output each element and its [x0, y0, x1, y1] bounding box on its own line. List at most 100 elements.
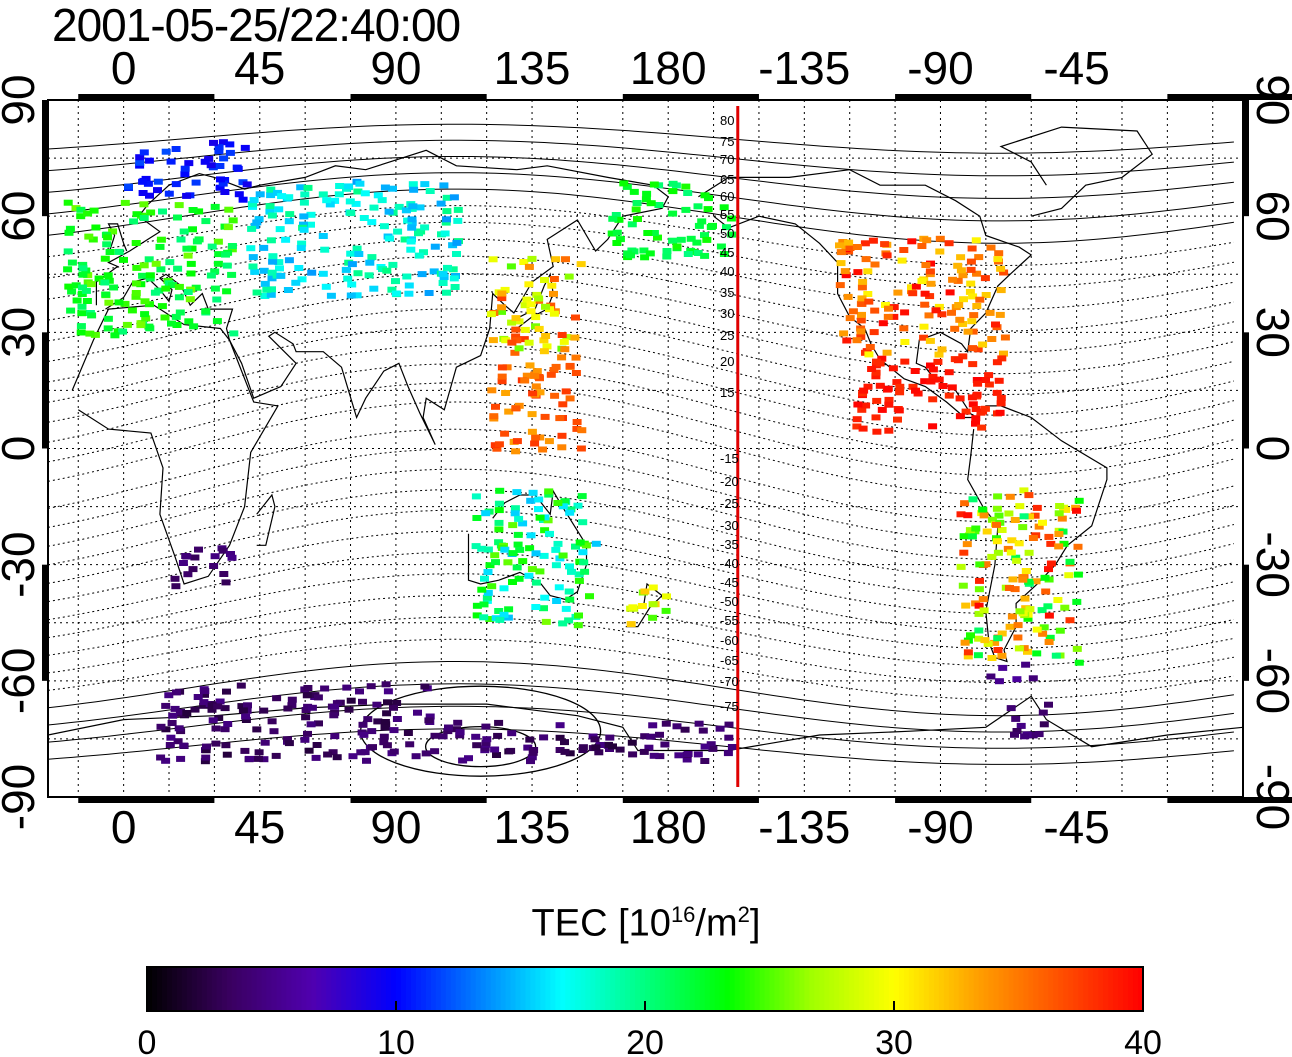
tec-cell	[938, 383, 948, 389]
tec-cell	[615, 746, 625, 753]
tec-cell	[489, 413, 499, 420]
tec-cell	[995, 409, 1005, 416]
tec-cell	[443, 264, 452, 271]
tec-cell	[863, 291, 873, 297]
tec-cell	[471, 543, 481, 550]
tec-cell	[127, 307, 137, 314]
tec-cell	[139, 149, 149, 156]
tec-cell	[486, 311, 496, 318]
tec-cell	[560, 739, 569, 746]
tec-cell	[341, 266, 351, 273]
tec-cell	[911, 387, 920, 394]
tec-cell	[640, 733, 650, 740]
lat-label-right: -90	[1247, 764, 1292, 830]
colorbar-segment	[1008, 967, 1015, 1011]
colorbar-segment	[694, 967, 701, 1011]
tec-cell	[856, 317, 866, 324]
tec-cell	[1039, 624, 1049, 631]
tec-cell	[978, 596, 988, 603]
tec-cell	[934, 303, 944, 310]
tec-cell	[488, 256, 498, 263]
contour-label: -15	[720, 451, 739, 466]
tec-cell	[959, 549, 969, 556]
colorbar-segment	[515, 967, 522, 1011]
grid-lines	[48, 100, 1243, 797]
tec-cell	[161, 285, 171, 292]
tec-cell	[948, 276, 958, 283]
tec-cell	[178, 560, 188, 566]
colorbar-segment	[256, 967, 263, 1011]
contour-line	[48, 308, 1235, 395]
tec-cell	[223, 721, 233, 727]
lat-label-left: 90	[0, 74, 44, 125]
tec-cell	[202, 743, 211, 750]
tec-cell	[987, 336, 997, 342]
tec-cell	[77, 303, 87, 310]
tec-cell	[140, 298, 150, 305]
coast-greenland	[999, 126, 1154, 217]
tec-cell	[78, 271, 88, 278]
tec-cell	[639, 247, 649, 254]
tec-cell	[1065, 558, 1075, 565]
tec-cell	[267, 212, 277, 219]
tec-cell	[200, 691, 209, 698]
lon-label-top: 90	[370, 42, 421, 94]
tec-cell	[352, 292, 362, 299]
colorbar-segment	[356, 967, 362, 1011]
tec-cell	[209, 563, 219, 569]
tec-cell	[1072, 507, 1081, 514]
tec-cell	[362, 757, 371, 764]
tec-cell	[955, 413, 965, 420]
tec-cell	[549, 367, 559, 373]
tec-cell	[403, 730, 413, 736]
tec-cell	[967, 245, 977, 252]
tec-cell	[565, 563, 574, 570]
colorbar-segment	[351, 967, 357, 1011]
tec-cell	[974, 635, 984, 642]
contour-label: 20	[720, 354, 734, 369]
tec-cell	[383, 688, 393, 695]
tec-cell	[565, 395, 575, 402]
tec-cell	[726, 215, 736, 222]
tec-cell	[994, 678, 1004, 685]
coast-africa	[71, 304, 279, 585]
coast-europe	[95, 149, 669, 445]
tec-cell	[573, 622, 583, 629]
tec-cell	[1034, 523, 1044, 530]
tec-cell	[979, 512, 989, 519]
tec-cell	[277, 193, 287, 200]
colorbar-segment	[874, 967, 880, 1011]
colorbar-tick-label: 30	[875, 1024, 913, 1057]
tec-cell	[993, 635, 1003, 642]
tec-cell	[683, 751, 693, 757]
tec-cell	[243, 702, 252, 709]
tec-cell	[380, 184, 390, 191]
tec-cell	[972, 270, 982, 277]
colorbar-segment	[1028, 967, 1035, 1011]
tec-cell	[100, 255, 110, 262]
colorbar-segment	[196, 967, 203, 1011]
tec-cell	[518, 558, 528, 565]
tec-cell	[267, 275, 277, 282]
tec-cell	[963, 328, 973, 335]
tec-cell	[63, 199, 73, 206]
tec-cell	[67, 259, 77, 266]
tec-cell	[968, 293, 978, 300]
tec-cell	[627, 739, 637, 746]
lon-label-top: 135	[494, 42, 571, 94]
colorbar-segment	[610, 967, 616, 1011]
contour-label: -60	[720, 633, 739, 648]
tec-cell	[248, 263, 258, 270]
colorbar-segment	[864, 967, 870, 1011]
tec-cell	[594, 749, 604, 756]
tec-cell	[140, 311, 150, 318]
colorbar-segment	[754, 967, 761, 1011]
tec-cell	[442, 194, 452, 201]
frame-bar-top	[622, 94, 759, 100]
tec-cell	[519, 259, 529, 265]
tec-cell	[525, 736, 535, 743]
tec-cell	[551, 256, 561, 263]
colorbar-segment	[649, 967, 656, 1011]
tec-cell	[322, 197, 332, 204]
tec-cell	[649, 230, 659, 236]
